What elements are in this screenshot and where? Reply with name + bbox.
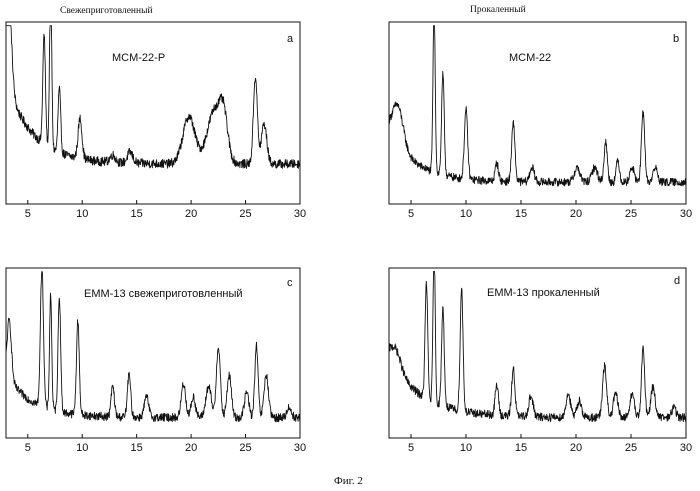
- x-tick-label: 10: [76, 442, 88, 454]
- x-tick-label: 25: [625, 442, 637, 454]
- x-tick-label: 30: [680, 442, 692, 454]
- x-tick-label: 15: [131, 442, 143, 454]
- sample-label: EMM-13 прокаленный: [487, 287, 600, 299]
- x-tick-label: 30: [680, 208, 692, 220]
- x-tick-label: 30: [294, 442, 306, 454]
- sample-label: EMM-13 свежеприготовленный: [84, 288, 243, 300]
- x-tick-label: 15: [515, 442, 527, 454]
- x-tick-label: 25: [239, 442, 251, 454]
- x-tick-label: 5: [25, 208, 31, 220]
- panel-letter: c: [287, 277, 293, 289]
- x-tick-label: 15: [131, 208, 143, 220]
- panel-letter: b: [673, 33, 679, 45]
- x-tick-label: 20: [185, 208, 197, 220]
- x-tick-label: 10: [76, 208, 88, 220]
- x-tick-label: 10: [460, 442, 472, 454]
- x-tick-label: 20: [570, 442, 582, 454]
- x-tick-label: 25: [239, 208, 251, 220]
- column-header-fresh: Свежеприготовленный: [60, 5, 153, 16]
- x-tick-label: 20: [185, 442, 197, 454]
- x-tick-label: 20: [570, 208, 582, 220]
- x-tick-label: 10: [460, 208, 472, 220]
- x-tick-label: 15: [515, 208, 527, 220]
- panel-letter: a: [287, 33, 294, 45]
- column-header-calcined: Прокаленный: [470, 4, 526, 15]
- x-tick-label: 30: [294, 208, 306, 220]
- sample-label: MCM-22-P: [112, 52, 165, 64]
- figure-caption: Фиг. 2: [334, 475, 363, 487]
- sample-label: MCM-22: [509, 52, 551, 64]
- panel-letter: d: [674, 275, 680, 287]
- x-tick-label: 5: [25, 442, 31, 454]
- x-tick-label: 5: [408, 442, 414, 454]
- x-tick-label: 25: [625, 208, 637, 220]
- x-tick-label: 5: [408, 208, 414, 220]
